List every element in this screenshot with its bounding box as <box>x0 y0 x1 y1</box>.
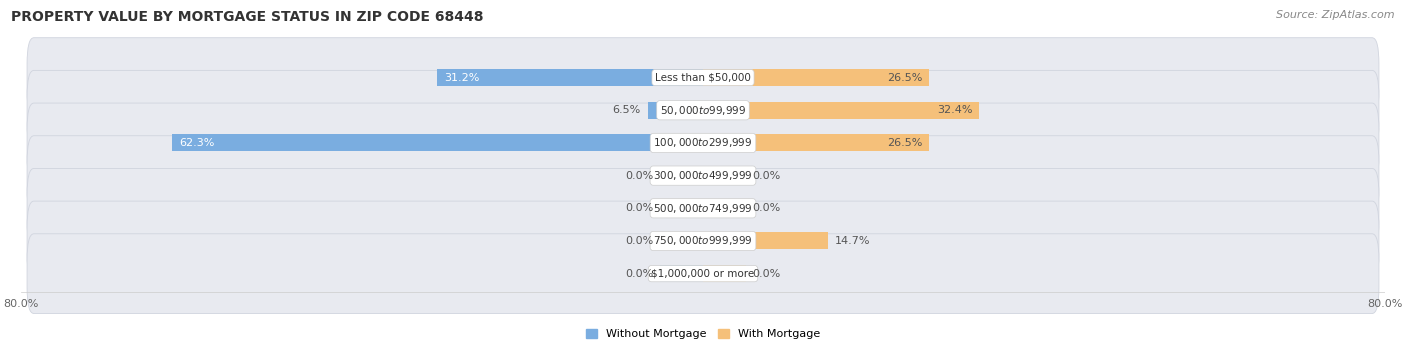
Text: Source: ZipAtlas.com: Source: ZipAtlas.com <box>1277 10 1395 20</box>
Text: $750,000 to $999,999: $750,000 to $999,999 <box>654 235 752 248</box>
Text: PROPERTY VALUE BY MORTGAGE STATUS IN ZIP CODE 68448: PROPERTY VALUE BY MORTGAGE STATUS IN ZIP… <box>11 10 484 24</box>
Bar <box>172 134 703 151</box>
Text: 31.2%: 31.2% <box>444 73 479 83</box>
Legend: Without Mortgage, With Mortgage: Without Mortgage, With Mortgage <box>586 329 820 340</box>
Bar <box>661 200 703 217</box>
FancyBboxPatch shape <box>27 136 1379 216</box>
FancyBboxPatch shape <box>27 234 1379 313</box>
Bar <box>648 102 703 119</box>
Text: Less than $50,000: Less than $50,000 <box>655 73 751 83</box>
Bar <box>703 200 745 217</box>
Bar <box>437 69 703 86</box>
FancyBboxPatch shape <box>27 38 1379 117</box>
Text: 0.0%: 0.0% <box>626 170 654 181</box>
Bar <box>661 233 703 250</box>
Text: 0.0%: 0.0% <box>626 203 654 213</box>
Text: 14.7%: 14.7% <box>835 236 870 246</box>
Text: $300,000 to $499,999: $300,000 to $499,999 <box>654 169 752 182</box>
Bar <box>703 265 745 282</box>
Text: 0.0%: 0.0% <box>626 236 654 246</box>
Text: 26.5%: 26.5% <box>887 138 922 148</box>
Text: 0.0%: 0.0% <box>752 203 780 213</box>
Text: 0.0%: 0.0% <box>752 269 780 279</box>
FancyBboxPatch shape <box>27 201 1379 281</box>
Text: 0.0%: 0.0% <box>626 269 654 279</box>
Text: 6.5%: 6.5% <box>613 105 641 115</box>
Bar <box>703 134 929 151</box>
Bar <box>703 167 745 184</box>
Text: 32.4%: 32.4% <box>936 105 973 115</box>
Bar <box>661 167 703 184</box>
Text: $100,000 to $299,999: $100,000 to $299,999 <box>654 136 752 149</box>
Bar <box>703 69 929 86</box>
Text: 26.5%: 26.5% <box>887 73 922 83</box>
FancyBboxPatch shape <box>27 103 1379 183</box>
FancyBboxPatch shape <box>27 70 1379 150</box>
Text: $500,000 to $749,999: $500,000 to $749,999 <box>654 202 752 215</box>
Bar <box>661 265 703 282</box>
FancyBboxPatch shape <box>27 168 1379 248</box>
Bar <box>703 233 828 250</box>
Text: $1,000,000 or more: $1,000,000 or more <box>651 269 755 279</box>
Text: 62.3%: 62.3% <box>179 138 214 148</box>
Bar <box>703 102 979 119</box>
Text: 0.0%: 0.0% <box>752 170 780 181</box>
Text: $50,000 to $99,999: $50,000 to $99,999 <box>659 104 747 117</box>
